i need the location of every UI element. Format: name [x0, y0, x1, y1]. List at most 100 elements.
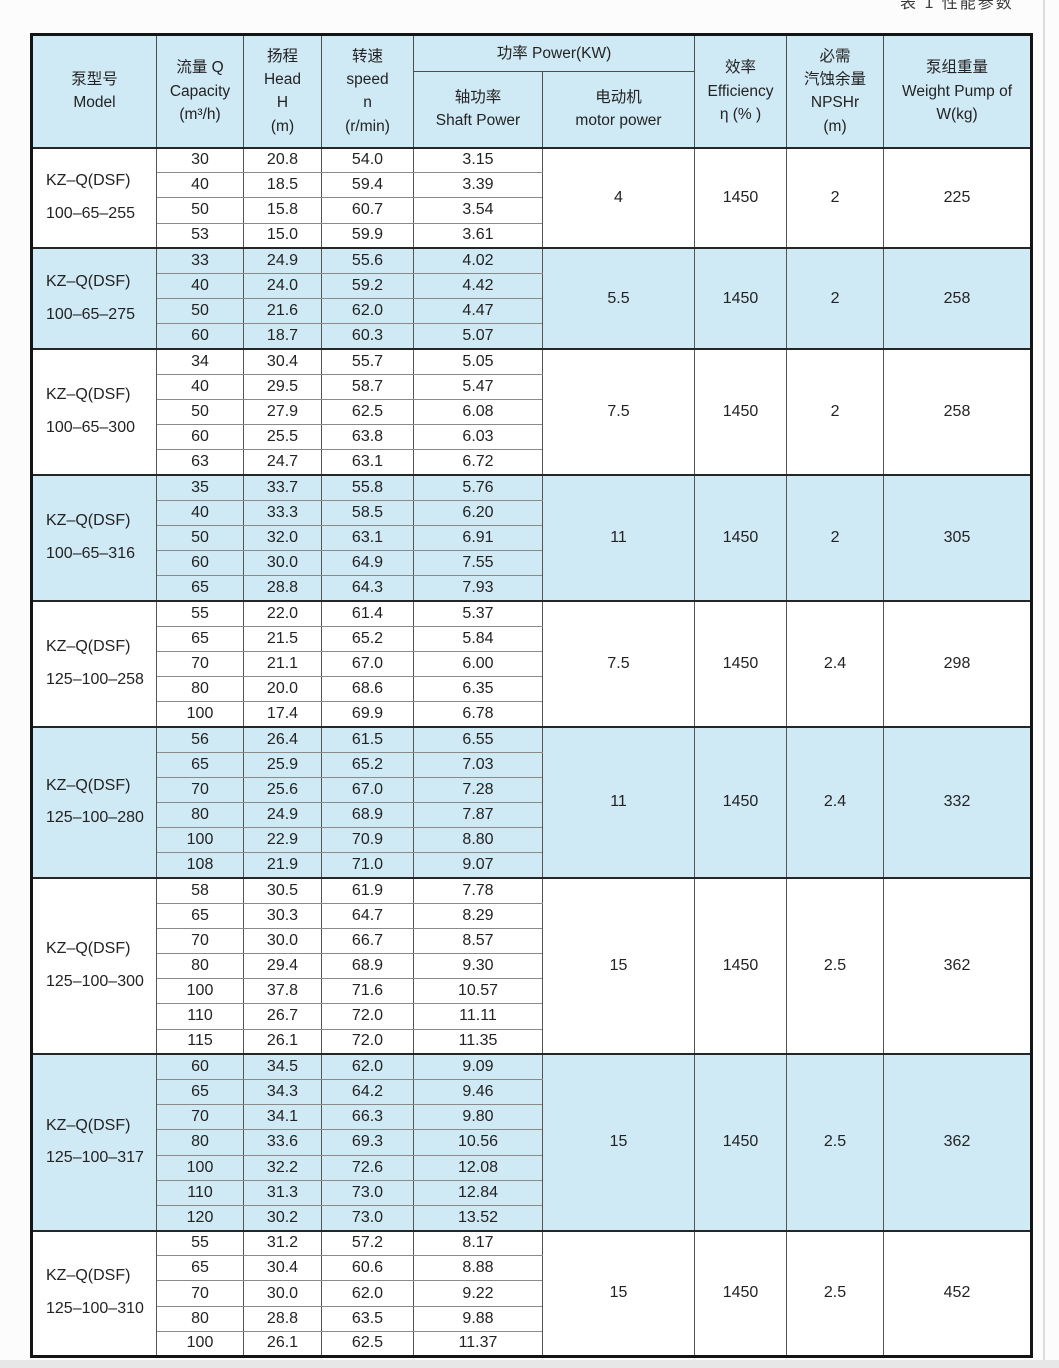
npshr-cell: 2.5: [786, 876, 885, 1055]
table-row: KZ–Q(DSF) 125–100–280 56 26.4 61.5 6.55 11 145…: [31, 725, 1033, 879]
head-cell: 30.5: [243, 876, 322, 904]
npshr-cell: 2.4: [786, 599, 885, 728]
head-cell: 30.4: [243, 347, 322, 375]
speed-cell: 72.0: [321, 1003, 414, 1030]
table-row: 100 32.2 72.6 12.08: [32, 1154, 1032, 1181]
head-cell: 25.5: [243, 424, 322, 451]
motor-power-cell: 7.5: [541, 599, 696, 728]
shaft-power-cell: 4.02: [413, 247, 543, 274]
head-cell: 32.0: [243, 524, 322, 552]
table-row: 40 24.0 59.2 4.42: [32, 272, 1032, 300]
npshr-cell: 2: [786, 146, 885, 249]
table-body: KZ–Q(DSF) 100–65–255 30 20.8 54.0 3.15 4 1450 2…: [31, 146, 1033, 1358]
weight-cell: 452: [883, 1229, 1033, 1357]
shaft-power-cell: 5.84: [413, 625, 543, 652]
head-cell: 34.1: [243, 1104, 322, 1131]
shaft-power-cell: 3.54: [413, 197, 543, 224]
shaft-power-cell: 7.55: [413, 549, 543, 577]
shaft-power-cell: 10.57: [413, 978, 543, 1005]
speed-cell: 73.0: [321, 1204, 414, 1232]
capacity-cell: 110: [156, 1003, 244, 1030]
speed-cell: 61.9: [321, 876, 414, 904]
weight-cell: 362: [883, 876, 1033, 1055]
table-row: 40 29.5 58.7 5.47: [32, 373, 1032, 400]
speed-cell: 66.3: [321, 1104, 414, 1131]
table-row: 80 20.0 68.6 6.35: [32, 675, 1032, 703]
motor-power-cell: 15: [541, 1229, 696, 1357]
table-row: 100 26.1 62.5 11.37: [32, 1330, 1032, 1358]
table-header: 泵型号 Model 流量 Q Capacity (m³/h) 扬程 Head H…: [31, 34, 1033, 148]
speed-cell: 67.0: [321, 650, 414, 677]
shaft-power-cell: 9.30: [413, 952, 543, 980]
shaft-power-cell: 12.84: [413, 1179, 543, 1206]
head-cell: 27.9: [243, 398, 322, 426]
table-row: 70 30.0 66.7 8.57: [32, 927, 1032, 955]
npshr-cell: 2.5: [786, 1053, 885, 1232]
shaft-power-cell: 5.05: [413, 347, 543, 375]
shaft-power-cell: 6.78: [413, 701, 543, 728]
head-cell: 24.0: [243, 272, 322, 300]
speed-cell: 60.6: [321, 1255, 414, 1282]
table-row: 70 25.6 67.0 7.28: [32, 776, 1032, 803]
header-speed: 转速 speed n (r/min): [321, 34, 414, 148]
header-efficiency: 效率 Efficiency η (% ): [694, 34, 788, 148]
shaft-power-cell: 6.20: [413, 499, 543, 526]
speed-cell: 71.6: [321, 978, 414, 1005]
header-head: 扬程 Head H (m): [243, 34, 322, 148]
speed-cell: 58.7: [321, 373, 414, 400]
head-cell: 20.8: [243, 146, 322, 174]
shaft-power-cell: 7.03: [413, 751, 543, 778]
head-cell: 28.8: [243, 1305, 322, 1332]
capacity-cell: 50: [156, 298, 244, 325]
table-row: KZ–Q(DSF) 125–100–317 60 34.5 62.0 9.09 15 145…: [31, 1053, 1033, 1232]
head-cell: 33.7: [243, 473, 322, 501]
head-cell: 29.4: [243, 952, 322, 980]
speed-cell: 60.3: [321, 323, 414, 350]
efficiency-cell: 1450: [694, 146, 788, 249]
head-cell: 22.9: [243, 827, 322, 854]
capacity-cell: 50: [156, 197, 244, 224]
capacity-cell: 33: [156, 247, 244, 274]
capacity-cell: 40: [156, 172, 244, 199]
corner-caption-text: 表 1 性能参数: [900, 0, 1014, 12]
head-cell: 26.1: [243, 1330, 322, 1358]
table-row: 65 34.3 64.2 9.46: [32, 1078, 1032, 1106]
scan-artifact-strip: [0, 1360, 1059, 1368]
speed-cell: 59.4: [321, 172, 414, 199]
capacity-cell: 65: [156, 902, 244, 929]
head-cell: 30.0: [243, 549, 322, 577]
capacity-cell: 65: [156, 575, 244, 602]
shaft-power-cell: 9.22: [413, 1280, 543, 1307]
header-shaft-power: 轴功率 Shaft Power: [413, 71, 543, 148]
efficiency-cell: 1450: [694, 1053, 788, 1232]
capacity-cell: 60: [156, 1053, 244, 1080]
head-cell: 31.3: [243, 1179, 322, 1206]
motor-power-cell: 11: [541, 473, 696, 602]
shaft-power-cell: 4.47: [413, 298, 543, 325]
model-cell: KZ–Q(DSF) 125–100–300: [31, 876, 157, 1055]
speed-cell: 59.9: [321, 222, 414, 249]
table-row: KZ–Q(DSF) 125–100–258 55 22.0 61.4 5.37 7.5 14…: [31, 599, 1033, 728]
head-cell: 34.3: [243, 1078, 322, 1106]
shaft-power-cell: 4.42: [413, 272, 543, 300]
shaft-power-cell: 3.39: [413, 172, 543, 199]
head-cell: 15.8: [243, 197, 322, 224]
shaft-power-cell: 9.80: [413, 1104, 543, 1131]
shaft-power-cell: 5.76: [413, 473, 543, 501]
model-cell: KZ–Q(DSF) 125–100–280: [31, 725, 157, 879]
table-row: 60 18.7 60.3 5.07: [32, 323, 1032, 350]
shaft-power-cell: 6.00: [413, 650, 543, 677]
motor-power-cell: 4: [541, 146, 696, 249]
shaft-power-cell: 7.78: [413, 876, 543, 904]
capacity-cell: 65: [156, 1078, 244, 1106]
table-row: 70 34.1 66.3 9.80: [32, 1104, 1032, 1131]
table-row: 80 24.9 68.9 7.87: [32, 801, 1032, 829]
speed-cell: 62.5: [321, 398, 414, 426]
capacity-cell: 50: [156, 524, 244, 552]
shaft-power-cell: 9.07: [413, 852, 543, 879]
speed-cell: 63.8: [321, 424, 414, 451]
speed-cell: 64.7: [321, 902, 414, 929]
capacity-cell: 80: [156, 675, 244, 703]
pump-spec-table: 泵型号 Model 流量 Q Capacity (m³/h) 扬程 Head H…: [30, 33, 1034, 1358]
speed-cell: 64.2: [321, 1078, 414, 1106]
